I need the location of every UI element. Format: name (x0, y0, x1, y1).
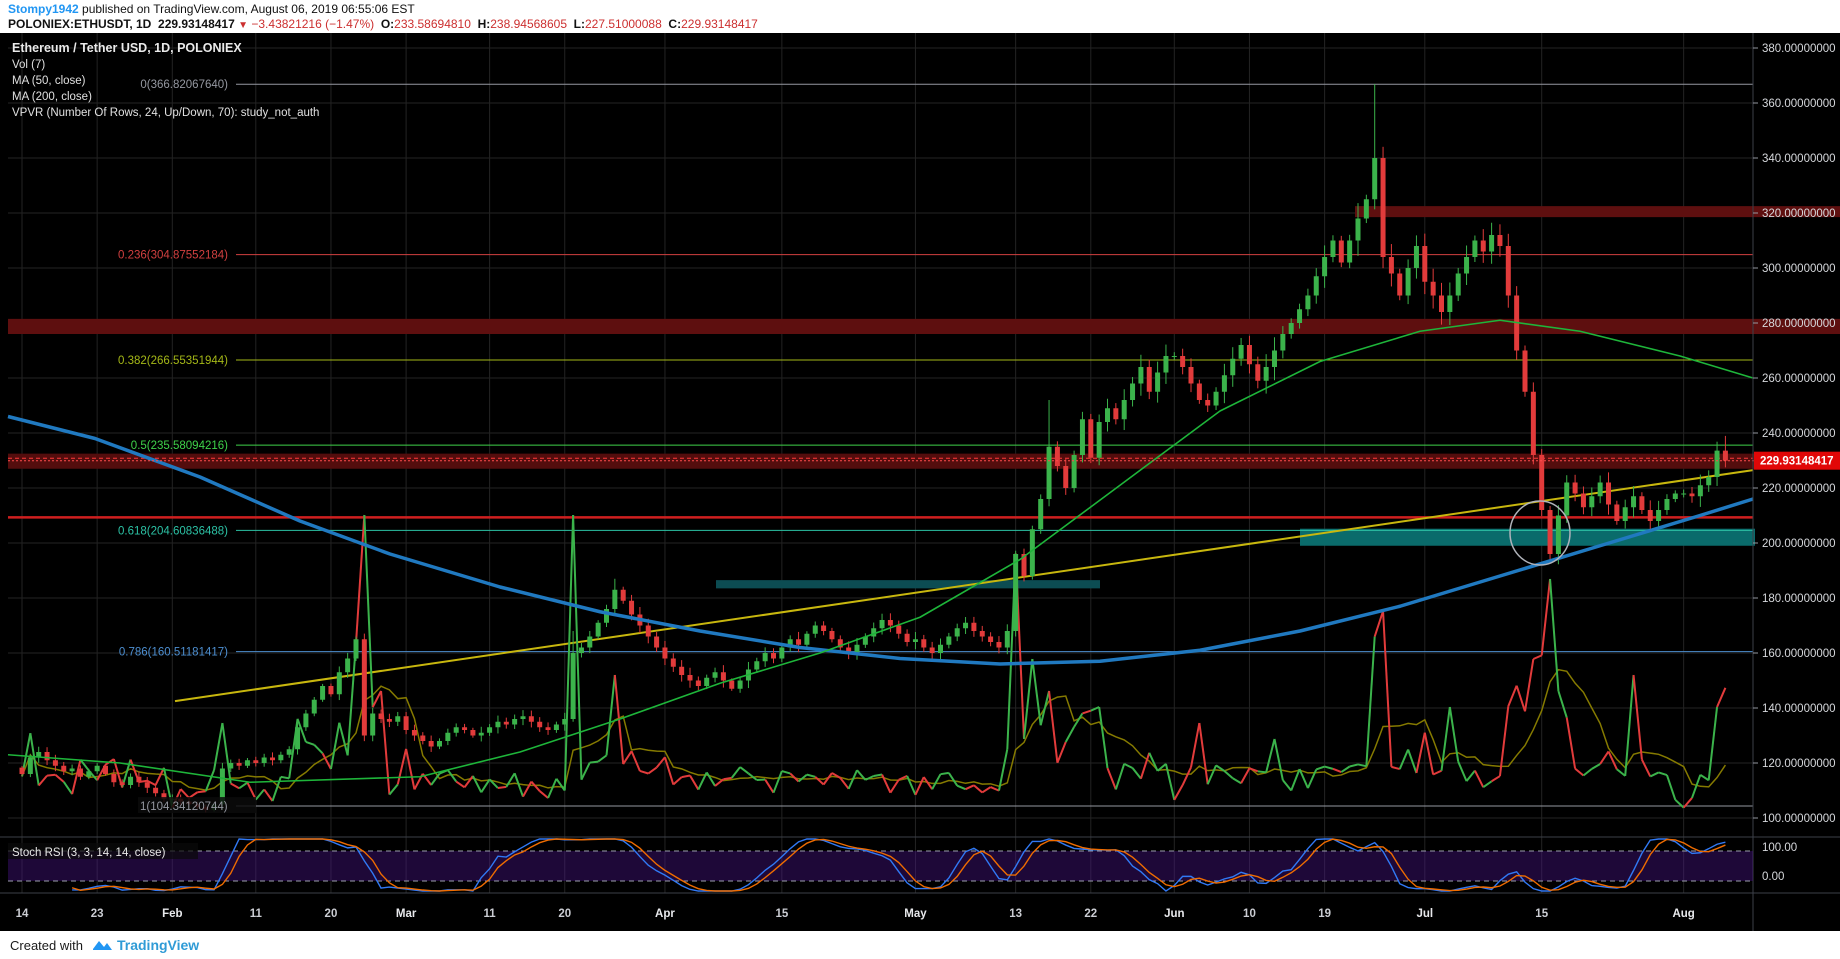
svg-text:15: 15 (1535, 908, 1548, 920)
svg-text:11: 11 (250, 908, 263, 920)
svg-text:22: 22 (1084, 908, 1097, 920)
low-value: 227.51000088 (585, 17, 662, 31)
last-price: 229.93148417 (158, 17, 235, 31)
symbol-title: POLONIEX:ETHUSDT, 1D (8, 17, 152, 31)
price-axis[interactable]: 380.00000000 360.00000000 340.00000000 320.… (1753, 43, 1840, 883)
price-change: −3.43821216 (−1.47%) (251, 17, 375, 31)
created-with-text: Created with (10, 937, 83, 953)
down-arrow-icon: ▼ (238, 20, 249, 31)
svg-text:15: 15 (775, 908, 788, 920)
close-label: C: (668, 17, 682, 31)
ma200-line (7, 414, 1754, 666)
svg-text:300.00000000: 300.00000000 (1762, 263, 1836, 275)
fib-lines (8, 83, 1753, 807)
publish-header: Stompy1942 published on TradingView.com,… (0, 0, 1840, 35)
stoch-label: Stoch RSI (3, 3, 14, 14, close) (12, 847, 166, 859)
svg-text:1(104.34120744): 1(104.34120744) (140, 801, 228, 813)
svg-text:280.00000000: 280.00000000 (1762, 318, 1836, 330)
open-value: 233.58694810 (394, 17, 471, 31)
svg-text:0.618(204.60836488): 0.618(204.60836488) (118, 525, 228, 537)
svg-text:220.00000000: 220.00000000 (1762, 483, 1836, 495)
svg-text:Aug: Aug (1672, 908, 1694, 920)
supply-320 (1355, 206, 1840, 218)
trendline[interactable] (174, 469, 1754, 703)
svg-text:229.93148417: 229.93148417 (1760, 456, 1834, 468)
svg-text:380.00000000: 380.00000000 (1762, 43, 1836, 55)
legend-ma200: MA (200, close) (12, 91, 92, 103)
svg-text:0.382(266.55351944): 0.382(266.55351944) (118, 355, 228, 367)
svg-text:160.00000000: 160.00000000 (1762, 648, 1836, 660)
legend-ma50: MA (50, close) (12, 75, 86, 87)
svg-text:10: 10 (1243, 908, 1256, 920)
tradingview-wordmark[interactable]: TradingView (116, 937, 200, 953)
svg-text:11: 11 (484, 908, 497, 920)
high-label: H: (477, 17, 491, 31)
svg-text:140.00000000: 140.00000000 (1762, 703, 1836, 715)
stoch-axis-hi: 100.00 (1762, 842, 1797, 854)
high-value: 238.94568605 (490, 17, 567, 31)
legend-vol: Vol (7) (12, 59, 45, 71)
teal-right (1300, 528, 1755, 546)
low-label: L: (573, 17, 585, 31)
svg-text:Jul: Jul (1416, 908, 1433, 920)
svg-text:23: 23 (91, 908, 104, 920)
stoch-rsi-pane: Stoch RSI (3, 3, 14, 14, close) (8, 838, 1753, 892)
publish-info: published on TradingView.com, August 06,… (78, 2, 415, 16)
stoch-axis-lo: 0.00 (1762, 871, 1784, 883)
stoch-d-line (71, 838, 1726, 892)
author-link[interactable]: Stompy1942 (8, 2, 79, 16)
svg-text:120.00000000: 120.00000000 (1762, 758, 1836, 770)
time-axis[interactable]: 14 23 Feb 11 20 Mar 11 20 Apr 15 May 13 22 Jun 10 19 Jul… (16, 908, 1695, 920)
svg-text:0(366.82067640): 0(366.82067640) (140, 79, 228, 91)
svg-text:20: 20 (325, 908, 338, 920)
circle-annotation[interactable] (1509, 500, 1571, 566)
svg-text:14: 14 (16, 908, 29, 920)
svg-text:0.236(304.87552184): 0.236(304.87552184) (118, 250, 228, 262)
svg-text:Apr: Apr (655, 908, 675, 920)
current-price-badge (1754, 451, 1840, 470)
open-label: O: (380, 17, 395, 31)
svg-text:May: May (904, 908, 927, 920)
fib-labels: 0(366.82067640) 0.236(304.87552184) 0.382(… (118, 79, 256, 814)
svg-text:200.00000000: 200.00000000 (1762, 538, 1836, 550)
svg-text:Mar: Mar (396, 908, 417, 920)
svg-text:340.00000000: 340.00000000 (1762, 153, 1836, 165)
volume-plot (21, 514, 1727, 809)
svg-text:320.00000000: 320.00000000 (1762, 208, 1836, 220)
chart-area[interactable]: 0(366.82067640) 0.236(304.87552184) 0.382(… (0, 33, 1840, 931)
svg-text:19: 19 (1318, 908, 1331, 920)
svg-text:Feb: Feb (162, 908, 182, 920)
supply-280 (8, 318, 1840, 334)
svg-text:0.786(160.51181417): 0.786(160.51181417) (119, 647, 228, 659)
svg-text:260.00000000: 260.00000000 (1762, 373, 1836, 385)
close-value: 229.93148417 (681, 17, 758, 31)
price-chart-canvas[interactable]: 0(366.82067640) 0.236(304.87552184) 0.382(… (0, 33, 1840, 931)
svg-text:0.5(235.58094216): 0.5(235.58094216) (131, 440, 228, 452)
svg-text:360.00000000: 360.00000000 (1762, 98, 1836, 110)
svg-text:100.00000000: 100.00000000 (1762, 813, 1836, 825)
svg-text:180.00000000: 180.00000000 (1762, 593, 1836, 605)
legend-title: Ethereum / Tether USD, 1D, POLONIEX (12, 41, 242, 55)
volume-ma-line (21, 668, 1727, 791)
svg-text:20: 20 (558, 908, 571, 920)
teal-mid (716, 580, 1100, 589)
svg-text:13: 13 (1009, 908, 1022, 920)
legend-vpvr: VPVR (Number Of Rows, 24, Up/Down, 70): … (12, 107, 319, 119)
ma50-line (7, 319, 1754, 784)
svg-text:240.00000000: 240.00000000 (1762, 428, 1836, 440)
chart-legend: Ethereum / Tether USD, 1D, POLONIEX Vol (… (12, 41, 319, 119)
footer: Created with TradingView (0, 931, 1840, 959)
svg-text:Jun: Jun (1164, 908, 1184, 920)
tradingview-logo[interactable] (91, 937, 113, 953)
